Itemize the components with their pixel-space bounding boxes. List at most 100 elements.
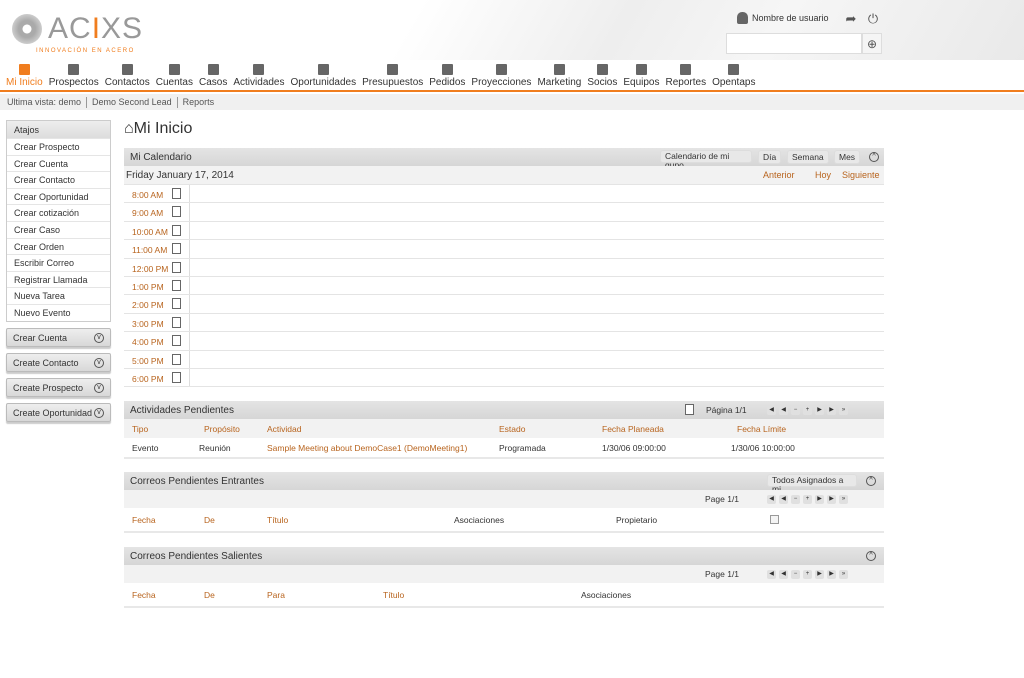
- column-header[interactable]: Programada: [499, 442, 546, 453]
- add-event[interactable]: [172, 258, 190, 276]
- column-header[interactable]: Fecha: [132, 589, 156, 600]
- add-event[interactable]: [172, 240, 190, 258]
- sidebar-item[interactable]: Crear Prospecto: [7, 138, 110, 155]
- add-event[interactable]: [172, 295, 190, 313]
- column-header[interactable]: Tipo: [132, 423, 149, 434]
- add-event[interactable]: [172, 185, 190, 203]
- add-event[interactable]: [172, 350, 190, 368]
- sidebar-dropdown-button[interactable]: Create Prospecto v: [6, 377, 111, 397]
- column-header[interactable]: Evento: [132, 442, 159, 453]
- calendar-hour-row[interactable]: 3:00 PM: [124, 313, 884, 333]
- user-menu[interactable]: Nombre de usuario: [737, 12, 829, 24]
- sidebar-dropdown-button[interactable]: Create Oportunidad v: [6, 402, 111, 422]
- sidebar-item[interactable]: Escribir Correo: [7, 254, 110, 271]
- view-week-button[interactable]: Semana: [787, 150, 829, 164]
- column-header[interactable]: Actividad: [267, 423, 302, 434]
- column-header[interactable]: Asociaciones: [454, 514, 505, 525]
- search-input[interactable]: [726, 33, 862, 54]
- calendar-hour-row[interactable]: 12:00 PM: [124, 258, 884, 277]
- add-event[interactable]: [172, 368, 190, 387]
- pager[interactable]: ◀ ◀ − + ▶ ▶»: [767, 494, 848, 504]
- nav-item-oportunidades[interactable]: Oportunidades: [291, 60, 356, 90]
- pdf-icon[interactable]: [685, 404, 694, 415]
- sidebar-item[interactable]: Crear Caso: [7, 220, 110, 238]
- pager[interactable]: ◀ ◀ − + ▶ ▶»: [767, 569, 848, 579]
- next-button[interactable]: Siguiente: [842, 170, 880, 180]
- sidebar-item[interactable]: Crear Orden: [7, 237, 110, 255]
- sidebar-dropdown-button[interactable]: Crear Cuenta v: [6, 327, 111, 347]
- nav-item-reportes[interactable]: Reportes: [666, 60, 706, 90]
- calendar-hour-row[interactable]: 1:00 PM: [124, 276, 884, 296]
- nav-item-pedidos[interactable]: Pedidos: [429, 60, 465, 90]
- add-event[interactable]: [172, 203, 190, 221]
- hour-label: 12:00 PM: [132, 263, 169, 274]
- add-event[interactable]: [172, 276, 190, 295]
- calendar-hour-row[interactable]: 11:00 AM: [124, 240, 884, 259]
- sidebar-item[interactable]: Nueva Tarea: [7, 287, 110, 304]
- sidebar-item[interactable]: Nuevo Evento: [7, 303, 110, 321]
- add-event[interactable]: [172, 332, 190, 350]
- prev-button[interactable]: Anterior: [763, 170, 795, 180]
- nav-item-prospectos[interactable]: Prospectos: [49, 60, 99, 90]
- calendar-select[interactable]: Calendario de mi gupo: [660, 150, 752, 170]
- nav-item-opentaps[interactable]: Opentaps: [712, 60, 755, 90]
- calendar-hour-row[interactable]: 4:00 PM: [124, 332, 884, 351]
- add-event[interactable]: [172, 221, 190, 240]
- calendar-hour-row[interactable]: 5:00 PM: [124, 350, 884, 369]
- nav-item-casos[interactable]: Casos: [199, 60, 227, 90]
- power-icon[interactable]: ⏻: [867, 11, 879, 26]
- search-zoom-icon[interactable]: ⊕: [862, 33, 882, 54]
- calendar-hour-row[interactable]: 6:00 PM: [124, 368, 884, 388]
- column-header[interactable]: De: [204, 589, 215, 600]
- add-event[interactable]: [172, 313, 190, 332]
- column-header[interactable]: De: [204, 514, 215, 525]
- column-header[interactable]: Estado: [499, 423, 526, 434]
- calendar-hour-row[interactable]: 2:00 PM: [124, 295, 884, 314]
- share-icon[interactable]: ➦: [845, 11, 857, 26]
- collapse-icon[interactable]: ^: [866, 551, 876, 561]
- recent-item[interactable]: Reports: [182, 97, 215, 107]
- column-header[interactable]: Propósito: [204, 423, 240, 434]
- select-all-checkbox[interactable]: [770, 515, 779, 524]
- column-header[interactable]: Para: [267, 589, 285, 600]
- calendar-hour-row[interactable]: 9:00 AM: [124, 203, 884, 222]
- nav-item-presupuestos[interactable]: Presupuestos: [362, 60, 423, 90]
- sidebar-item[interactable]: Crear Contacto: [7, 171, 110, 188]
- recent-item[interactable]: Demo Second Lead: [92, 97, 172, 107]
- collapse-icon[interactable]: ^: [866, 476, 876, 486]
- column-header[interactable]: Fecha: [132, 514, 156, 525]
- nav-item-marketing[interactable]: Marketing: [537, 60, 581, 90]
- sidebar-item[interactable]: Registrar Llamada: [7, 270, 110, 288]
- column-header[interactable]: Fecha Planeada: [602, 423, 664, 434]
- column-header[interactable]: Asociaciones: [581, 589, 632, 600]
- nav-item-contactos[interactable]: Contactos: [105, 60, 150, 90]
- calendar-hour-row[interactable]: 8:00 AM: [124, 185, 884, 204]
- column-header[interactable]: Propietario: [616, 514, 658, 525]
- assigned-select[interactable]: Todos Asignados a mi: [767, 474, 857, 494]
- calendar-hour-row[interactable]: 10:00 AM: [124, 221, 884, 241]
- column-header[interactable]: Título: [267, 514, 289, 525]
- column-header[interactable]: Título: [383, 589, 405, 600]
- nav-item-proyecciones[interactable]: Proyecciones: [471, 60, 531, 90]
- nav-item-actividades[interactable]: Actividades: [233, 60, 285, 90]
- logo[interactable]: ACIXS: [12, 12, 143, 46]
- sidebar-item[interactable]: Crear Cuenta: [7, 154, 110, 172]
- nav-item-cuentas[interactable]: Cuentas: [156, 60, 193, 90]
- column-header[interactable]: 1/30/06 09:00:00: [602, 442, 666, 453]
- view-month-button[interactable]: Mes: [834, 150, 861, 164]
- today-button[interactable]: Hoy: [815, 170, 832, 180]
- sidebar-dropdown-button[interactable]: Create Contacto v: [6, 352, 111, 372]
- collapse-icon[interactable]: ^: [869, 152, 879, 162]
- nav-item-mi-inicio[interactable]: Mi Inicio: [6, 60, 43, 90]
- column-header[interactable]: Sample Meeting about DemoCase1 (DemoMeet…: [267, 442, 468, 453]
- column-header[interactable]: Fecha Límite: [737, 423, 787, 434]
- column-header[interactable]: 1/30/06 10:00:00: [731, 442, 795, 453]
- recent-item[interactable]: demo: [58, 97, 82, 107]
- nav-item-equipos[interactable]: Equipos: [623, 60, 660, 90]
- view-day-button[interactable]: Día: [758, 150, 782, 164]
- sidebar-item[interactable]: Crear Oportunidad: [7, 187, 110, 205]
- column-header[interactable]: Reunión: [199, 442, 231, 453]
- sidebar-item[interactable]: Crear cotización: [7, 204, 110, 221]
- pager[interactable]: ◀ ◀ − + ▶ ▶»: [767, 405, 848, 415]
- nav-item-socios[interactable]: Socios: [587, 60, 617, 90]
